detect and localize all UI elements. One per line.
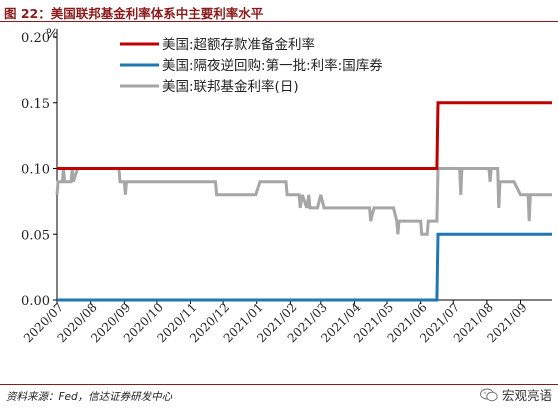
footer-divider: [0, 384, 558, 385]
series-line: [55, 167, 552, 236]
y-tick-label: 0.05: [21, 228, 50, 243]
title-divider: [0, 21, 558, 22]
y-unit-label: %: [46, 27, 58, 42]
watermark-text: 宏观亮语: [501, 388, 552, 403]
legend-label: 美国:联邦基金利率(日): [162, 78, 299, 95]
wechat-icon: [479, 388, 498, 401]
rate-chart: 0.000.050.100.150.20%2020/072020/082020/…: [21, 27, 552, 345]
series-line: [57, 101, 552, 170]
source-note: 资料来源：Fed，信达证券研发中心: [6, 391, 173, 403]
legend-label: 美国:超额存款准备金利率: [162, 36, 315, 53]
y-tick-label: 0.15: [21, 97, 50, 112]
y-tick-label: 0.00: [21, 294, 50, 309]
y-tick-label: 0.10: [21, 163, 50, 178]
series-line: [57, 232, 552, 302]
page-title: 图 22：美国联邦基金利率体系中主要利率水平: [4, 6, 264, 21]
y-tick-label: 0.20: [21, 31, 50, 46]
legend-label: 美国:隔夜逆回购:第一批:利率:国库券: [162, 57, 383, 74]
watermark: 宏观亮语: [479, 385, 552, 404]
